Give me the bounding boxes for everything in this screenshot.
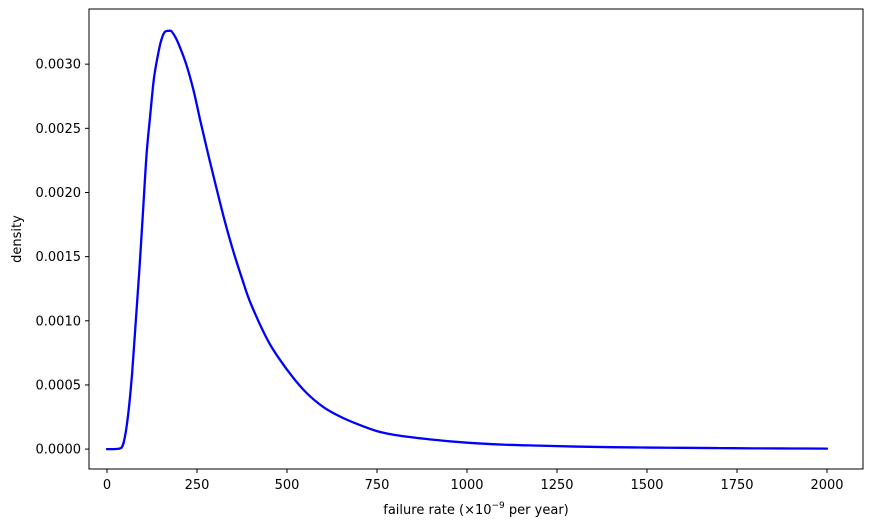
y-axis-label: density <box>10 215 25 263</box>
x-tick-label: 500 <box>275 478 300 493</box>
x-tick-label: 1000 <box>450 478 483 493</box>
y-tick-label: 0.0005 <box>36 378 82 393</box>
y-tick-label: 0.0025 <box>36 122 82 137</box>
y-tick-label: 0.0030 <box>36 58 82 73</box>
x-axis-label: failure rate (×10−9 per year) <box>383 501 568 518</box>
x-axis-label-suffix: per year) <box>505 503 569 518</box>
x-tick-label: 1250 <box>540 478 573 493</box>
y-tick-label: 0.0015 <box>36 250 82 265</box>
x-tick-label: 750 <box>365 478 390 493</box>
plot-frame <box>88 8 864 470</box>
y-tick-label: 0.0010 <box>36 314 82 329</box>
x-tick-label: 1750 <box>720 478 753 493</box>
y-tick-label: 0.0020 <box>36 186 82 201</box>
x-tick-label: 1500 <box>630 478 663 493</box>
x-tick-label: 2000 <box>810 478 843 493</box>
density-curve <box>105 29 829 451</box>
axes <box>88 8 864 470</box>
tick-marks: 0 250 500 750 1000 1250 1500 1750 2000 0.0000 0.00… <box>36 58 844 493</box>
x-tick-label: 0 <box>103 478 111 493</box>
series-layer <box>105 29 829 451</box>
x-tick-label: 250 <box>185 478 210 493</box>
y-tick-label: 0.0000 <box>36 443 82 458</box>
x-axis-label-main: failure rate (×10 <box>383 503 491 518</box>
x-axis-label-exponent: −9 <box>492 501 506 511</box>
